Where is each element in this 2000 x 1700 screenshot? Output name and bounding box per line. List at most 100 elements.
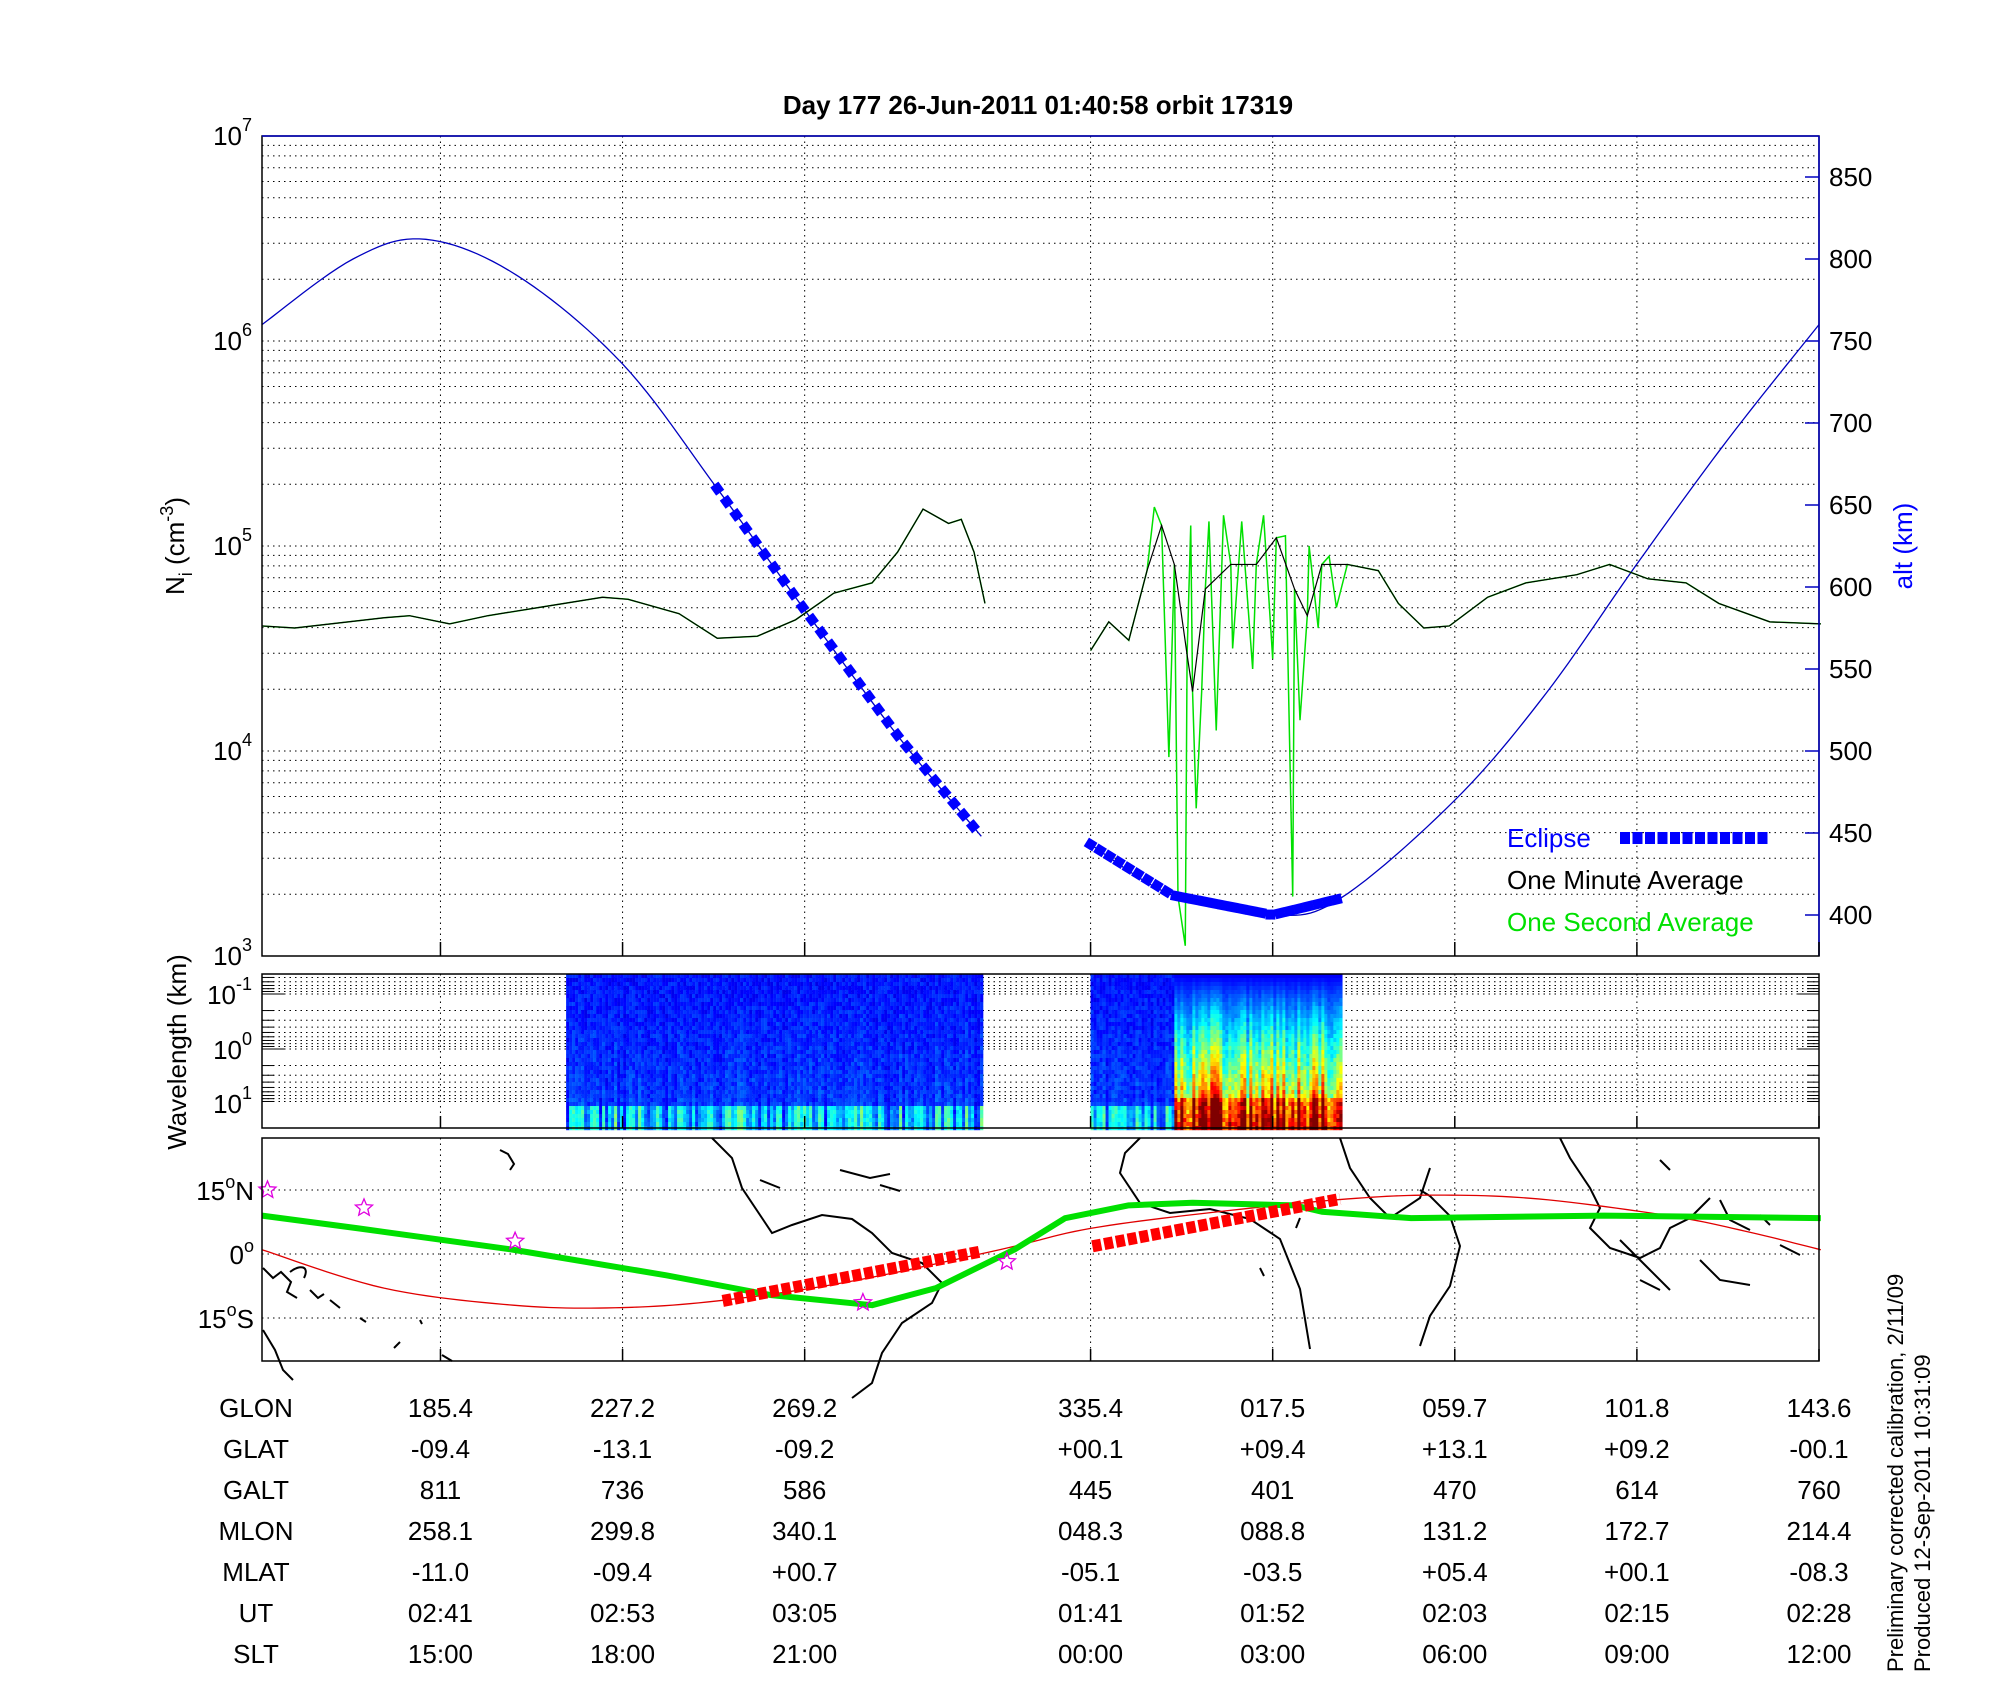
- spectrogram-cell: [899, 1110, 903, 1115]
- spectrogram-cell: [815, 1050, 819, 1055]
- spectrogram-cell: [887, 1114, 891, 1119]
- spectrogram-cell: [695, 1086, 699, 1091]
- spectrogram-cell: [854, 994, 858, 999]
- spectrogram-cell: [776, 1058, 780, 1063]
- density-lines: [261, 238, 1821, 946]
- spectrogram-cell: [671, 1062, 675, 1067]
- spectrogram-cell: [881, 1058, 885, 1063]
- spectrogram-cell: [650, 1022, 654, 1027]
- spectrogram-cell: [704, 1006, 708, 1011]
- spectrogram-cell: [923, 1054, 927, 1059]
- spectrogram-cell: [587, 1034, 591, 1039]
- spectrogram-cell: [671, 1054, 675, 1059]
- spectrogram-cell: [716, 1046, 720, 1051]
- spectrogram-cell: [599, 994, 603, 999]
- spectrogram-cell: [836, 1038, 840, 1043]
- spectrogram-cell: [716, 1102, 720, 1107]
- spectrogram-cell: [878, 1090, 882, 1095]
- spectrogram-cell: [803, 1094, 807, 1099]
- spectrogram-cell: [755, 1010, 759, 1015]
- spectrogram-cell: [914, 1058, 918, 1063]
- spectrogram-cell: [908, 1074, 912, 1079]
- spectrogram-cell: [650, 986, 654, 991]
- spectrogram-cell: [926, 990, 930, 995]
- spectrogram-cell: [608, 1054, 612, 1059]
- spectrogram-cell: [800, 1042, 804, 1047]
- spectrogram-cell: [620, 1070, 624, 1075]
- spectrogram-cell: [656, 1098, 660, 1103]
- spectrogram-cell: [734, 1034, 738, 1039]
- spectrogram-cell: [818, 1006, 822, 1011]
- spectrogram-cell: [635, 1114, 639, 1119]
- spectrogram-cell: [839, 1070, 843, 1075]
- spectrogram-cell: [644, 1018, 648, 1023]
- spectrogram-cell: [725, 1014, 729, 1019]
- spectrogram-cell: [590, 994, 594, 999]
- spectrogram-cell: [788, 1022, 792, 1027]
- spectrogram-cell: [605, 1038, 609, 1043]
- spectrogram-cell: [575, 1042, 579, 1047]
- spectrogram-cell: [674, 1010, 678, 1015]
- spectrogram-cell: [788, 1122, 792, 1127]
- spectrogram-cell: [830, 1046, 834, 1051]
- spectrogram-cell: [608, 978, 612, 983]
- spectrogram-cell: [668, 1102, 672, 1107]
- spectrogram-cell: [809, 1102, 813, 1107]
- spectrogram-cell: [683, 990, 687, 995]
- spectrogram-cell: [752, 1106, 756, 1111]
- spectrogram-cell: [719, 986, 723, 991]
- spectrogram-cell: [902, 1086, 906, 1091]
- spectrogram-cell: [650, 1110, 654, 1115]
- spectrogram-cell: [731, 982, 735, 987]
- spectrogram-cell: [626, 1114, 630, 1119]
- spectrogram-cell: [608, 1046, 612, 1051]
- spectrogram-cell: [581, 1014, 585, 1019]
- spectrogram-cell: [683, 1070, 687, 1075]
- spectrogram-cell: [695, 1034, 699, 1039]
- spectrogram-cell: [674, 1058, 678, 1063]
- spectrogram-cell: [617, 1066, 621, 1071]
- spectrogram-cell: [812, 1082, 816, 1087]
- spectrogram-cell: [647, 974, 651, 979]
- spectrogram-cell: [584, 1094, 588, 1099]
- spectrogram-cell: [785, 998, 789, 1003]
- spectrogram-cell: [599, 1090, 603, 1095]
- spectrogram-cell: [740, 1018, 744, 1023]
- spectrogram-cell: [698, 1038, 702, 1043]
- spectrogram-cell: [920, 978, 924, 983]
- spectrogram-cell: [680, 1094, 684, 1099]
- density-panel: 1031041051061074004505005506006507007508…: [157, 115, 1918, 971]
- spectrogram-cell: [884, 1010, 888, 1015]
- spectrogram-cell: [737, 1106, 741, 1111]
- spectrogram-cell: [599, 974, 603, 979]
- spectrogram-cell: [920, 1030, 924, 1035]
- spectrogram-cell: [650, 1018, 654, 1023]
- spectrogram-cell: [851, 1082, 855, 1087]
- spectrogram-cell: [833, 1118, 837, 1123]
- spectrogram-cell: [692, 1122, 696, 1127]
- spectrogram-cell: [749, 1110, 753, 1115]
- spectrogram-cell: [623, 1070, 627, 1075]
- spectrogram-cell: [836, 1062, 840, 1067]
- spectrogram-cell: [815, 1118, 819, 1123]
- spectrogram-cell: [707, 986, 711, 991]
- spectrogram-cell: [596, 1110, 600, 1115]
- spectrogram-cell: [668, 1034, 672, 1039]
- spectrogram-cell: [674, 978, 678, 983]
- spectrogram-cell: [671, 1078, 675, 1083]
- spectrogram-cell: [857, 1034, 861, 1039]
- spectrogram-cell: [728, 1042, 732, 1047]
- spectrogram-cell: [893, 1038, 897, 1043]
- spectrogram-cell: [656, 1082, 660, 1087]
- spectrogram-cell: [728, 1006, 732, 1011]
- spectrogram-cell: [911, 990, 915, 995]
- spectrogram-cell: [632, 1046, 636, 1051]
- spectrogram-cell: [917, 1110, 921, 1115]
- spectrogram-cell: [737, 1006, 741, 1011]
- spectrogram-cell: [584, 986, 588, 991]
- spectrogram-cell: [860, 1118, 864, 1123]
- spectrogram-cell: [710, 998, 714, 1003]
- spectrogram-cell: [644, 1046, 648, 1051]
- spectrogram-cell: [662, 1110, 666, 1115]
- spectrogram-cell: [749, 1074, 753, 1079]
